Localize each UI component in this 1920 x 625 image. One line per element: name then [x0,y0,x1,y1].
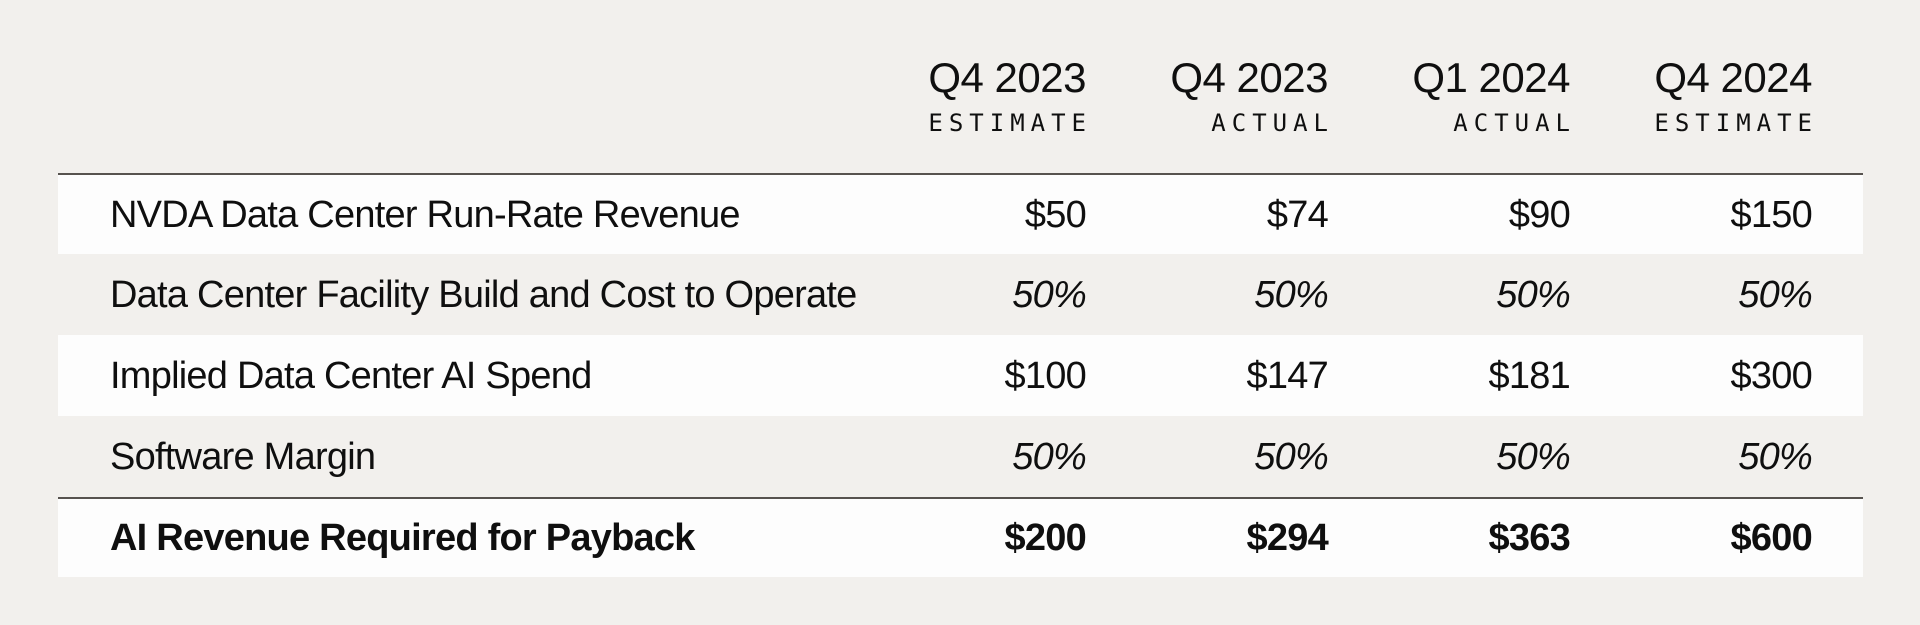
table-row-facility-build-cost: Data Center Facility Build and Cost to O… [58,254,1863,335]
row-label: Implied Data Center AI Spend [110,354,592,397]
column-header-q1-2024-actual: Q1 2024 ACTUAL [1328,0,1570,173]
row-label: AI Revenue Required for Payback [110,517,695,559]
qualifier-label: ACTUAL [1453,109,1576,137]
period-label: Q4 2023 [1170,53,1328,101]
header-spacer-cell [58,0,844,173]
row-label: Software Margin [110,435,376,478]
value-cell: $50 [1024,193,1087,236]
value-cell: 50% [1012,273,1087,316]
value-cell: 50% [1254,435,1329,478]
value-cell: $74 [1266,193,1329,236]
qualifier-label: ESTIMATE [928,109,1092,137]
value-cell: $294 [1246,517,1329,559]
qualifier-label: ESTIMATE [1654,109,1818,137]
value-cell: $147 [1246,354,1329,397]
qualifier-label: ACTUAL [1211,109,1334,137]
value-cell: 50% [1254,273,1329,316]
table-row-ai-revenue-payback: AI Revenue Required for Payback $200 $29… [58,497,1863,577]
table-row-software-margin: Software Margin 50% 50% 50% 50% [58,416,1863,497]
table-row-implied-ai-spend: Implied Data Center AI Spend $100 $147 $… [58,335,1863,416]
column-header-q4-2024-estimate: Q4 2024 ESTIMATE [1570,0,1812,173]
value-cell: $200 [1004,517,1087,559]
value-cell: $300 [1730,354,1813,397]
row-label: NVDA Data Center Run-Rate Revenue [110,193,740,236]
value-cell: 50% [1738,273,1813,316]
value-cell: $600 [1730,517,1813,559]
value-cell: $181 [1488,354,1571,397]
period-label: Q4 2024 [1654,53,1812,101]
value-cell: 50% [1496,273,1571,316]
value-cell: $150 [1730,193,1813,236]
row-label: Data Center Facility Build and Cost to O… [110,273,857,316]
column-header-q4-2023-estimate: Q4 2023 ESTIMATE [844,0,1086,173]
period-label: Q4 2023 [928,53,1086,101]
value-cell: $363 [1488,517,1571,559]
period-label: Q1 2024 [1412,53,1570,101]
value-cell: 50% [1738,435,1813,478]
column-header-q4-2023-actual: Q4 2023 ACTUAL [1086,0,1328,173]
value-cell: 50% [1496,435,1571,478]
value-cell: 50% [1012,435,1087,478]
table-header-row: Q4 2023 ESTIMATE Q4 2023 ACTUAL Q1 2024 … [58,0,1863,173]
value-cell: $90 [1508,193,1571,236]
table-row-nvda-run-rate-revenue: NVDA Data Center Run-Rate Revenue $50 $7… [58,173,1863,254]
comparison-table: Q4 2023 ESTIMATE Q4 2023 ACTUAL Q1 2024 … [58,0,1863,577]
value-cell: $100 [1004,354,1087,397]
